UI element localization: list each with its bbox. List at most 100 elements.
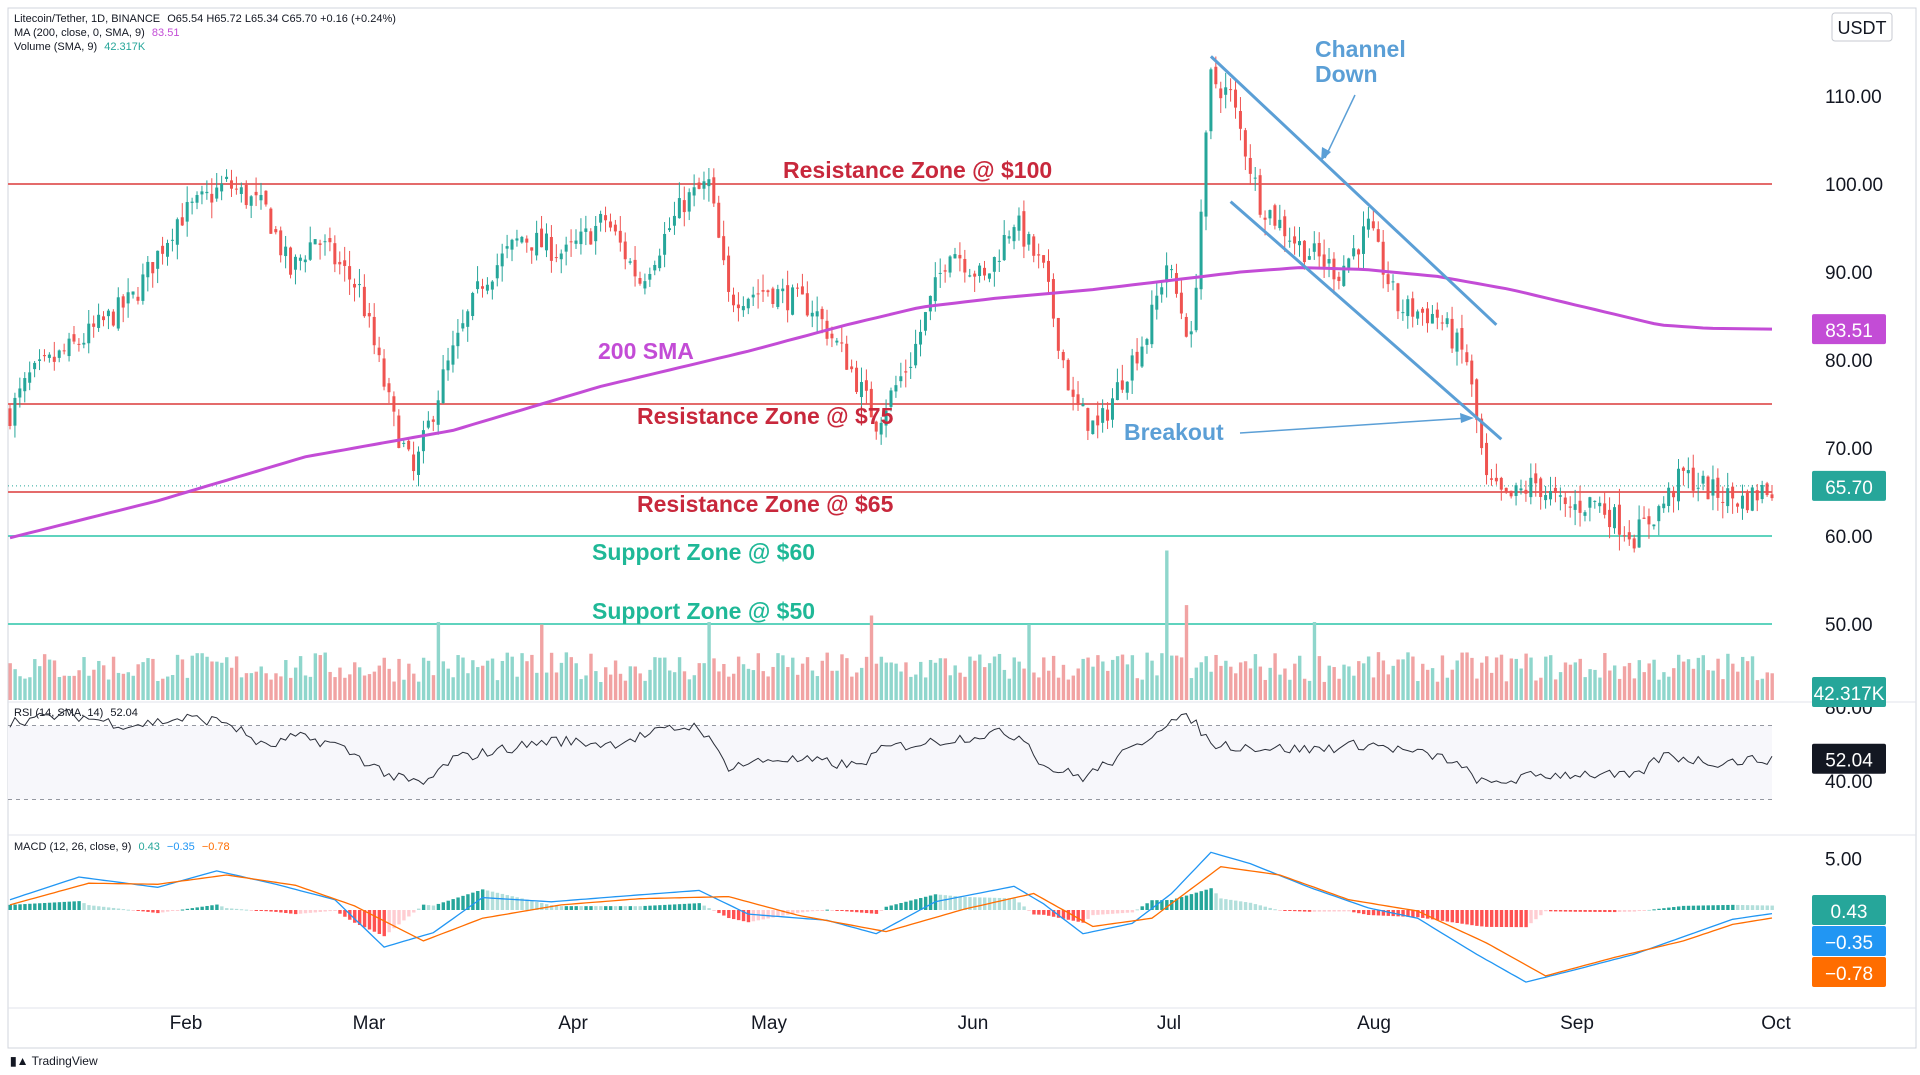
macd-hist-bar [1037,910,1041,915]
volume-bar [42,654,47,700]
price-tick-label: 60.00 [1825,527,1873,548]
volume-bar [1381,660,1386,700]
volume-bar [1101,661,1105,700]
volume-bar [1475,678,1479,700]
macd-hist-bar [446,900,450,910]
macd-hist-bar [1642,910,1646,911]
volume-bar [628,666,633,700]
candle-body [146,261,150,278]
macd-hist-bar [1485,910,1489,927]
macd-hist-bar [1115,910,1120,914]
candle-body [1558,495,1562,497]
candle-body [397,415,401,448]
candle-body [1248,157,1252,174]
volume-bar [200,653,204,700]
macd-hist-bar [1298,910,1302,912]
macd-hist-bar [1593,910,1597,912]
candle-body [1174,273,1178,294]
sma-label: 200 SMA [598,338,694,364]
candle-body [520,236,524,243]
macd-hist-bar [825,909,829,911]
candle-body [1042,255,1046,263]
volume-legend[interactable]: Volume (SMA, 9) 42.317K [14,41,145,53]
macd-hist-bar [741,910,746,922]
candle-body [274,229,278,233]
volume-bar [766,676,770,700]
candle-body [239,187,243,194]
candle-body [436,400,440,425]
macd-hist-bar [554,905,559,910]
volume-bar [264,673,268,700]
sma-value-tag-bg [1812,314,1886,345]
volume-bar [220,662,224,700]
candle-body [722,236,726,261]
macd-hist-bar [151,910,155,913]
candle-body [1337,276,1341,282]
macd-legend[interactable]: MACD (12, 26, close, 9) 0.43 −0.35 −0.78 [14,841,230,853]
candle-body [938,272,942,274]
volume-bar [195,653,199,700]
volume-bar [229,667,234,700]
tradingview-logo[interactable]: ▮▲ TradingView [10,1054,98,1068]
macd-hist-bar [1110,910,1115,914]
x-tick-label: Apr [558,1013,588,1034]
macd-hist-bar [835,910,839,911]
volume-bar [1711,670,1715,700]
macd-hist-bar [1617,910,1622,912]
candle-body [1219,88,1223,99]
macd-hist-bar [1416,910,1420,918]
macd-hist-bar [732,910,736,920]
candle-body [899,376,903,382]
macd-hist-bar [1214,893,1218,910]
x-tick-label: Mar [353,1013,386,1034]
macd-hist-bar [77,901,81,910]
candle-body [1760,484,1764,500]
candle-body [333,243,337,265]
macd-hist-bar [909,900,913,910]
candle-body [1563,497,1567,505]
volume-bar [840,654,844,700]
candle-body [633,259,637,277]
macd-hist-bar [1411,910,1415,917]
macd-hist-bar [57,902,62,910]
macd-hist-bar [1253,904,1258,910]
macd-hist-bar [111,907,116,910]
macd-hist-bar [1386,910,1391,916]
candle-body [111,311,115,326]
volume-bar [1042,657,1046,700]
candle-body [751,294,755,298]
candle-body [1489,478,1493,480]
volume-bar [1430,668,1435,700]
macd-hist-bar [308,910,313,913]
volume-bar [677,657,682,700]
volume-bar [1740,656,1745,700]
macd-hist-bar [323,910,327,912]
candle-body [638,278,642,284]
rsi-value-tag: 52.04 [1825,751,1873,772]
candle-body [229,180,233,189]
candle-body [264,190,268,205]
macd-hist-bar [919,898,923,910]
volume-bar [205,656,209,700]
macd-hist-bar [1440,910,1445,921]
candle-body [1056,317,1060,351]
macd-hist-bar [1736,904,1740,910]
ma-label: MA (200, close, 0, SMA, 9) [14,27,145,39]
volume-bar [1165,550,1169,700]
volume-bar [1617,678,1622,700]
macd-hist-bar [953,896,957,910]
resistance-75-label: Resistance Zone @ $75 [637,403,894,429]
volume-bar [1115,656,1120,700]
candle-body [973,273,977,277]
candle-body [855,367,859,392]
candle-body [1032,236,1036,256]
volume-bar [786,667,790,700]
macd-hist-bar [1711,905,1715,910]
candle-body [1445,318,1449,325]
volume-bar [1524,653,1528,700]
candle-body [727,255,731,292]
candle-body [249,196,253,206]
candle-body [97,314,101,328]
ma-legend[interactable]: MA (200, close, 0, SMA, 9) 83.51 [14,27,179,39]
